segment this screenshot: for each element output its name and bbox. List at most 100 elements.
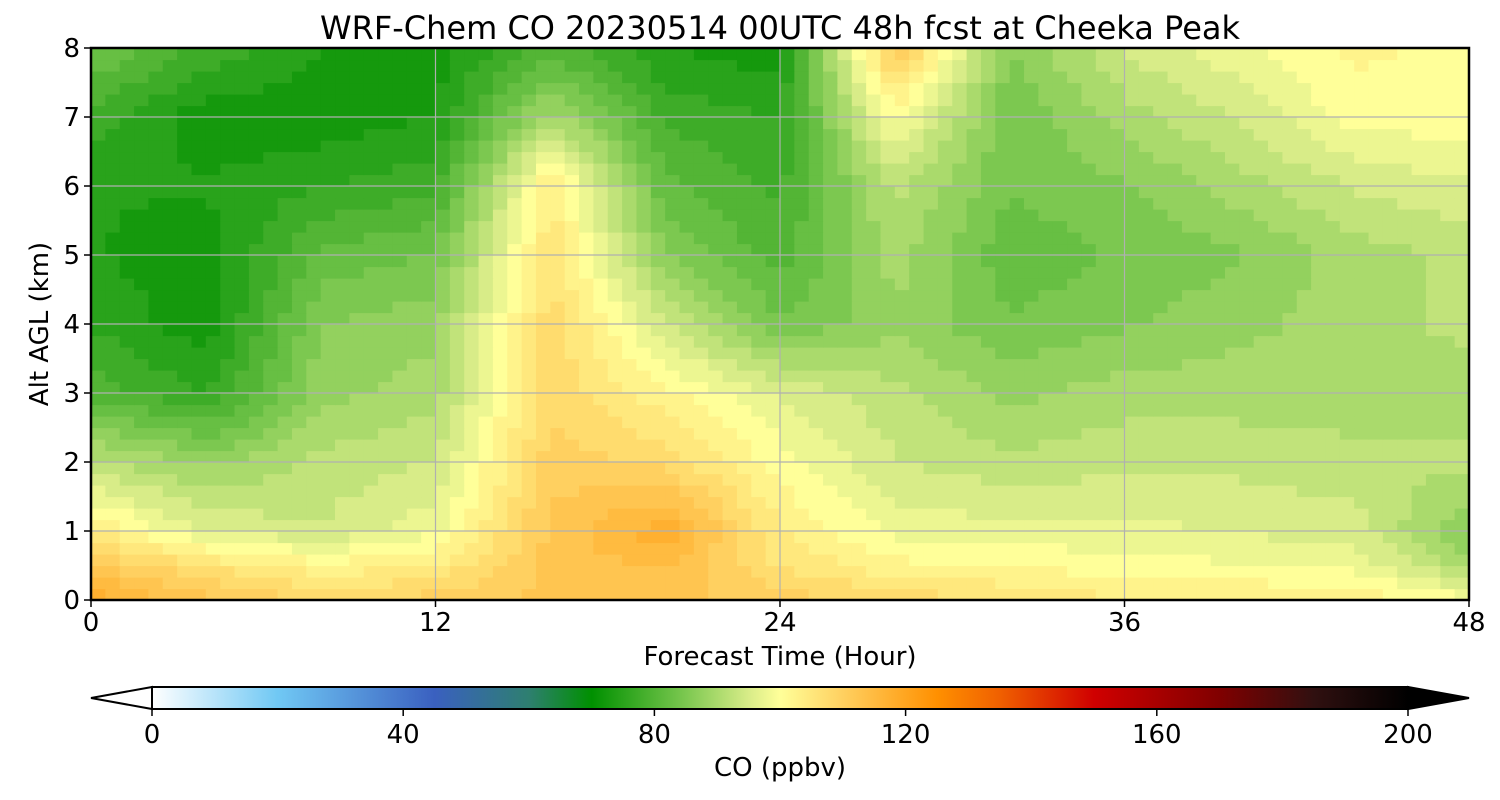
heatmap-cell (722, 439, 738, 452)
heatmap-cell (1224, 289, 1240, 302)
heatmap-cell (1167, 163, 1183, 176)
heatmap-cell (1397, 82, 1413, 95)
heatmap-cell (1425, 381, 1441, 394)
heatmap-cell (1268, 427, 1283, 440)
heatmap-cell (1296, 577, 1312, 590)
heatmap-cell (1397, 381, 1413, 394)
heatmap-cell (291, 266, 307, 279)
heatmap-cell (191, 232, 207, 245)
heatmap-cell (837, 485, 853, 498)
heatmap-cell (449, 232, 465, 245)
heatmap-cell (1397, 128, 1413, 141)
heatmap-cell (794, 370, 810, 383)
heatmap-cell (995, 82, 1011, 95)
heatmap-cell (1311, 439, 1327, 452)
heatmap-cell (1181, 209, 1197, 222)
heatmap-cell (894, 220, 910, 233)
heatmap-cell (995, 427, 1011, 440)
heatmap-cell (564, 289, 580, 302)
heatmap-cell (1440, 312, 1456, 325)
heatmap-cell (320, 450, 336, 463)
heatmap-cell (449, 439, 465, 452)
heatmap-cell (1253, 232, 1269, 245)
heatmap-cell (980, 174, 996, 187)
heatmap-cell (1268, 48, 1283, 61)
heatmap-cell (464, 370, 480, 383)
heatmap-cell (1339, 416, 1355, 429)
heatmap-cell (1253, 59, 1269, 72)
heatmap-cell (823, 508, 839, 521)
heatmap-cell (995, 186, 1011, 199)
heatmap-cell (205, 105, 221, 118)
heatmap-cell (1325, 82, 1341, 95)
heatmap-cell (521, 94, 537, 107)
heatmap-cell (464, 508, 480, 521)
heatmap-cell (622, 71, 638, 84)
heatmap-cell (492, 59, 508, 72)
heatmap-cell (392, 404, 408, 417)
heatmap-cell (162, 473, 178, 486)
heatmap-cell (507, 163, 523, 176)
heatmap-cell (234, 416, 250, 429)
heatmap-cell (177, 519, 193, 532)
heatmap-cell (1339, 393, 1355, 406)
heatmap-cell (937, 301, 953, 314)
heatmap-cell (1253, 255, 1269, 268)
heatmap-cell (1339, 427, 1355, 440)
heatmap-cell (765, 82, 781, 95)
heatmap-cell (363, 450, 379, 463)
heatmap-cell (492, 301, 508, 314)
heatmap-cell (880, 393, 896, 406)
heatmap-cell (909, 266, 925, 279)
heatmap-cell (894, 197, 910, 210)
heatmap-cell (980, 370, 996, 383)
heatmap-cell (449, 462, 465, 475)
heatmap-cell (1440, 347, 1456, 360)
heatmap-cell (765, 197, 781, 210)
heatmap-cell (435, 485, 451, 498)
y-tick-label: 1 (63, 517, 80, 547)
heatmap-cell (708, 439, 724, 452)
heatmap-cell (550, 94, 566, 107)
heatmap-cell (363, 496, 379, 509)
heatmap-cell (1354, 243, 1370, 256)
heatmap-cell (1325, 577, 1341, 590)
heatmap-cell (636, 393, 652, 406)
heatmap-cell (736, 94, 752, 107)
heatmap-cell (1282, 255, 1298, 268)
heatmap-cell (277, 197, 293, 210)
heatmap-cell (937, 186, 953, 199)
heatmap-cell (808, 163, 824, 176)
heatmap-cell (421, 542, 437, 555)
heatmap-cell (335, 335, 350, 348)
heatmap-cell (1296, 243, 1312, 256)
heatmap-cell (866, 427, 882, 440)
heatmap-cell (736, 324, 752, 337)
heatmap-cell (650, 554, 666, 567)
heatmap-cell (995, 324, 1011, 337)
heatmap-cell (923, 220, 939, 233)
heatmap-cell (794, 462, 810, 475)
heatmap-cell (1397, 542, 1413, 555)
heatmap-cell (320, 105, 336, 118)
heatmap-cell (636, 531, 652, 544)
heatmap-cell (823, 473, 839, 486)
heatmap-cell (1210, 243, 1226, 256)
heatmap-cell (263, 278, 279, 291)
heatmap-cell (1196, 324, 1212, 337)
heatmap-cell (607, 416, 623, 429)
heatmap-cell (722, 105, 738, 118)
heatmap-cell (1038, 462, 1054, 475)
heatmap-cell (1081, 105, 1097, 118)
heatmap-cell (679, 496, 695, 509)
heatmap-cell (880, 427, 896, 440)
heatmap-cell (751, 312, 767, 325)
heatmap-cell (1224, 531, 1240, 544)
heatmap-cell (177, 82, 193, 95)
heatmap-cell (736, 243, 752, 256)
heatmap-cell (1052, 381, 1068, 394)
heatmap-cell (952, 255, 968, 268)
heatmap-cell (91, 209, 106, 222)
heatmap-cell (191, 278, 207, 291)
heatmap-cell (722, 450, 738, 463)
